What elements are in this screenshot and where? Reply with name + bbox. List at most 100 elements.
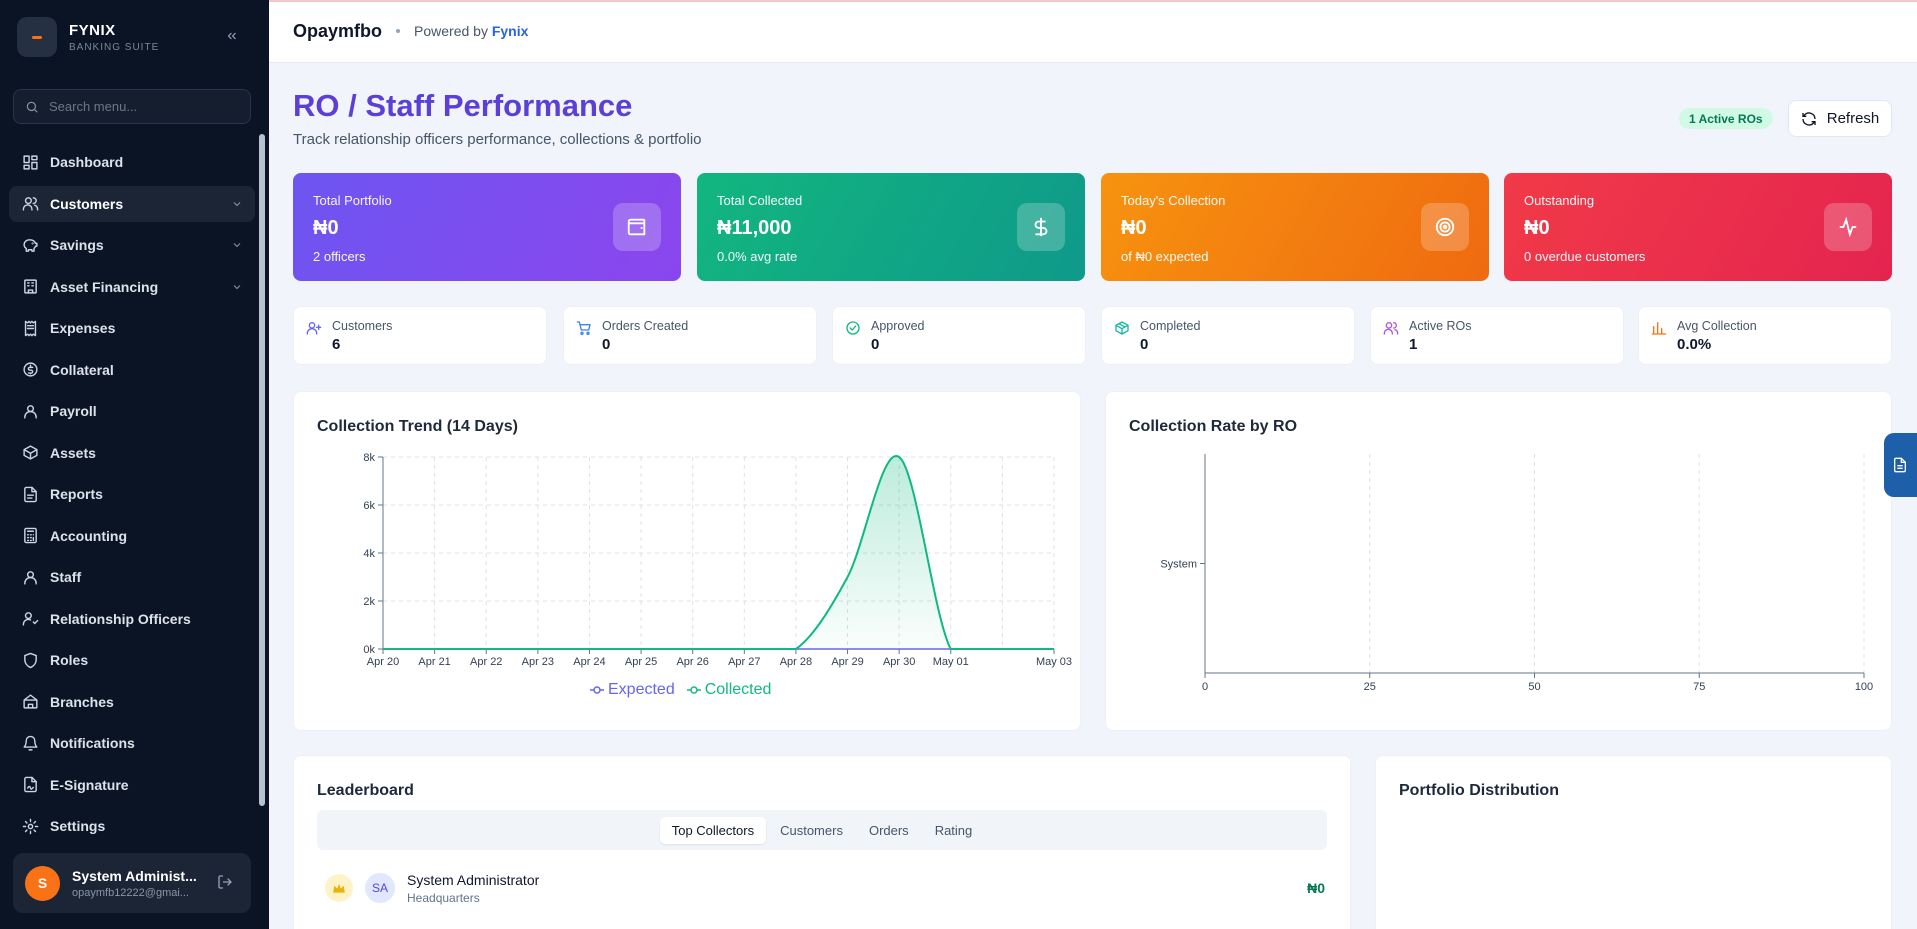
tab-customers[interactable]: Customers (780, 822, 843, 838)
sidebar-item-assets[interactable]: Assets (9, 435, 255, 471)
file-icon (21, 485, 39, 503)
sidebar-item-settings[interactable]: Settings (9, 808, 255, 840)
search-input[interactable] (49, 99, 239, 114)
brand[interactable]: FYNIX BANKING SUITE (17, 17, 159, 57)
activity-icon (1824, 203, 1872, 251)
active-ros-badge: 1 Active ROs (1679, 108, 1773, 129)
metric-card-customers: Customers 6 (293, 306, 547, 365)
powered-by: Powered by Fynix (414, 23, 528, 39)
legend-expected[interactable]: Expected (590, 681, 675, 699)
sidebar-scrollbar[interactable] (259, 134, 265, 806)
dashboard-icon (21, 153, 39, 171)
legend-collected[interactable]: Collected (686, 681, 772, 699)
sidebar-item-notifications[interactable]: Notifications (9, 725, 255, 761)
x-tick-label: Apr 28 (780, 656, 812, 668)
legend-collected-label: Collected (704, 681, 772, 698)
sidebar-item-e-signature[interactable]: E-Signature (9, 767, 255, 803)
sidebar-item-label: Relationship Officers (50, 610, 191, 627)
stat-card-outstanding: Outstanding ₦0 0 overdue customers (1504, 173, 1892, 281)
stat-label: Total Collected (717, 193, 803, 208)
users-icon (21, 195, 39, 213)
avatar: S (25, 865, 60, 901)
series-area-collected (383, 456, 1054, 649)
gear-icon (21, 817, 39, 835)
x-tick-label: 75 (1693, 681, 1705, 693)
x-tick-label: Apr 26 (676, 656, 708, 668)
y-tick-label: 6k (363, 500, 375, 512)
sidebar-item-dashboard[interactable]: Dashboard (9, 144, 255, 180)
stat-value: ₦0 (313, 217, 339, 239)
box-icon (21, 444, 39, 462)
document-side-tab[interactable] (1884, 433, 1917, 497)
metric-card-orders-created: Orders Created 0 (563, 306, 817, 365)
sidebar-item-label: Roles (50, 652, 89, 668)
sidebar-item-accounting[interactable]: Accounting (9, 518, 255, 554)
metric-label: Approved (871, 318, 925, 333)
leaderboard-name: System Administrator (407, 871, 540, 888)
metric-value: 0 (871, 335, 880, 353)
calculator-icon (21, 527, 39, 545)
y-tick-label: 4k (363, 548, 375, 560)
leaderboard-row[interactable]: SA System Administrator Headquarters ₦0 (325, 866, 1325, 910)
piggy-bank-icon (21, 236, 39, 254)
stat-card-total-collected: Total Collected ₦11,000 0.0% avg rate (697, 173, 1085, 281)
powered-prefix: Powered by (414, 23, 488, 39)
nav-scroll-area[interactable]: Dashboard Customers Savings Asset Financing… (0, 130, 258, 840)
sidebar-item-collateral[interactable]: Collateral (9, 352, 255, 388)
refresh-button[interactable]: Refresh (1788, 100, 1892, 137)
sidebar: FYNIX BANKING SUITE Dashboard Customers Sa… (0, 0, 269, 929)
panel-title: Portfolio Distribution (1399, 782, 1559, 799)
legend-expected-label: Expected (608, 681, 675, 698)
stat-sub: 0.0% avg rate (717, 249, 798, 264)
collection-trend-chart: 0k 2k 4k 6k 8k Apr 20 Apr 21 Apr 22 Apr 23 Apr 24… (363, 452, 1072, 668)
stat-value: ₦0 (1121, 217, 1147, 239)
x-tick-label: Apr 30 (883, 656, 915, 668)
metric-label: Avg Collection (1677, 318, 1757, 333)
sidebar-item-payroll[interactable]: Payroll (9, 393, 255, 429)
cart-icon (576, 320, 592, 336)
sidebar-item-staff[interactable]: Staff (9, 559, 255, 595)
sidebar-item-roles[interactable]: Roles (9, 642, 255, 678)
x-tick-label: May 01 (933, 656, 969, 668)
x-tick-label: Apr 20 (367, 656, 399, 668)
sidebar-item-expenses[interactable]: Expenses (9, 310, 255, 346)
sidebar-item-relationship-officers[interactable]: Relationship Officers (9, 601, 255, 637)
x-tick-label: Apr 25 (625, 656, 657, 668)
collapse-sidebar-icon[interactable] (222, 26, 242, 46)
user-card[interactable]: S System Administ... opaymfb12222@gmai..… (13, 853, 251, 913)
stat-label: Today's Collection (1121, 193, 1226, 208)
panel-title: Collection Rate by RO (1129, 418, 1298, 435)
metric-value: 0.0% (1677, 335, 1712, 353)
sidebar-item-reports[interactable]: Reports (9, 476, 255, 512)
tab-rating[interactable]: Rating (934, 822, 973, 838)
bell-icon (21, 734, 39, 752)
sidebar-item-customers[interactable]: Customers (9, 185, 255, 222)
trend-legend: Expected Collected (590, 681, 783, 699)
stat-card-todays-collection: Today's Collection ₦0 of ₦0 expected (1101, 173, 1489, 281)
tab-top-collectors[interactable]: Top Collectors (659, 816, 767, 844)
building-icon (21, 278, 39, 296)
powered-brand-link[interactable]: Fynix (491, 23, 529, 39)
sidebar-item-savings[interactable]: Savings (9, 227, 255, 263)
sidebar-item-label: Notifications (50, 735, 135, 751)
sidebar-item-label: Savings (50, 237, 104, 253)
brand-logo (17, 17, 57, 57)
stat-label: Total Portfolio (313, 193, 392, 208)
logout-icon[interactable] (217, 874, 233, 895)
tab-orders[interactable]: Orders (868, 822, 909, 838)
sidebar-item-label: Branches (50, 693, 114, 710)
user-icon (21, 568, 39, 586)
search-menu[interactable] (13, 89, 251, 124)
sidebar-item-label: Expenses (50, 320, 116, 336)
x-tick-label: 100 (1855, 681, 1873, 693)
x-tick-label: Apr 27 (728, 656, 760, 668)
stat-sub: of ₦0 expected (1121, 249, 1209, 264)
collection-rate-panel: Collection Rate by RO 0 25 50 75 100 System (1105, 391, 1892, 731)
collection-trend-panel: Collection Trend (14 Days) 0k 2k 4k 6k 8k Apr… (293, 391, 1081, 731)
metric-label: Customers (332, 318, 393, 333)
sidebar-item-asset-financing[interactable]: Asset Financing (9, 269, 255, 305)
stat-value: ₦11,000 (717, 217, 792, 239)
branches-icon (21, 693, 39, 711)
sidebar-item-branches[interactable]: Branches (9, 684, 255, 720)
crown-icon (325, 874, 353, 902)
